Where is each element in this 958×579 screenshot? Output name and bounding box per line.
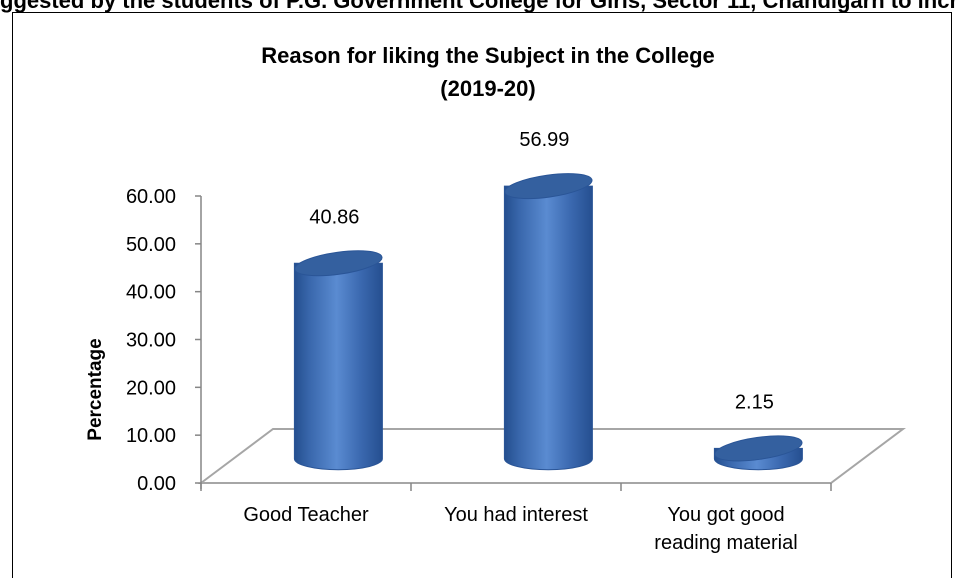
x-axis: Good Teacher You had interest You got good… [243,504,797,554]
chart-frame: Reason for liking the Subject in the Col… [12,12,952,578]
clipped-heading: ggested by the students of P.G. Governme… [0,0,958,13]
data-label: 40.86 [309,206,359,228]
bar-top [714,435,803,462]
y-axis: 0.00 10.00 20.00 30.00 40.00 50.00 60.00 Percen… [85,186,832,495]
bar-chart: Reason for liking the Subject in the Col… [85,43,906,554]
bars [293,173,803,471]
y-tick-label: 10.00 [126,425,176,447]
y-tick-label: 60.00 [126,186,176,208]
bar-top [294,250,383,277]
bar-top [504,173,593,200]
chart-title-line: (2019-20) [440,76,535,101]
y-tick-label: 30.00 [126,330,176,352]
chart-title-group: Reason for liking the Subject in the Col… [261,43,715,101]
data-label: 56.99 [519,129,569,151]
category-label: Good Teacher [243,504,369,526]
data-labels: 40.86 56.99 2.15 [309,129,774,413]
category-label: reading material [654,532,797,554]
bar-cylinder [713,435,803,471]
y-tick-label: 20.00 [126,377,176,399]
y-tick-label: 40.00 [126,282,176,304]
bar-cylinder [503,173,593,471]
category-label: You had interest [444,504,588,526]
data-label: 2.15 [735,391,774,413]
category-label: You got good [667,504,784,526]
bar-body [503,185,593,471]
bar-cylinder [293,250,383,471]
bar-body [293,262,383,471]
chart-title-line: Reason for liking the Subject in the Col… [261,43,715,68]
y-tick-label: 0.00 [137,473,176,495]
y-axis-title: Percentage [85,338,106,440]
y-tick-label: 50.00 [126,234,176,256]
